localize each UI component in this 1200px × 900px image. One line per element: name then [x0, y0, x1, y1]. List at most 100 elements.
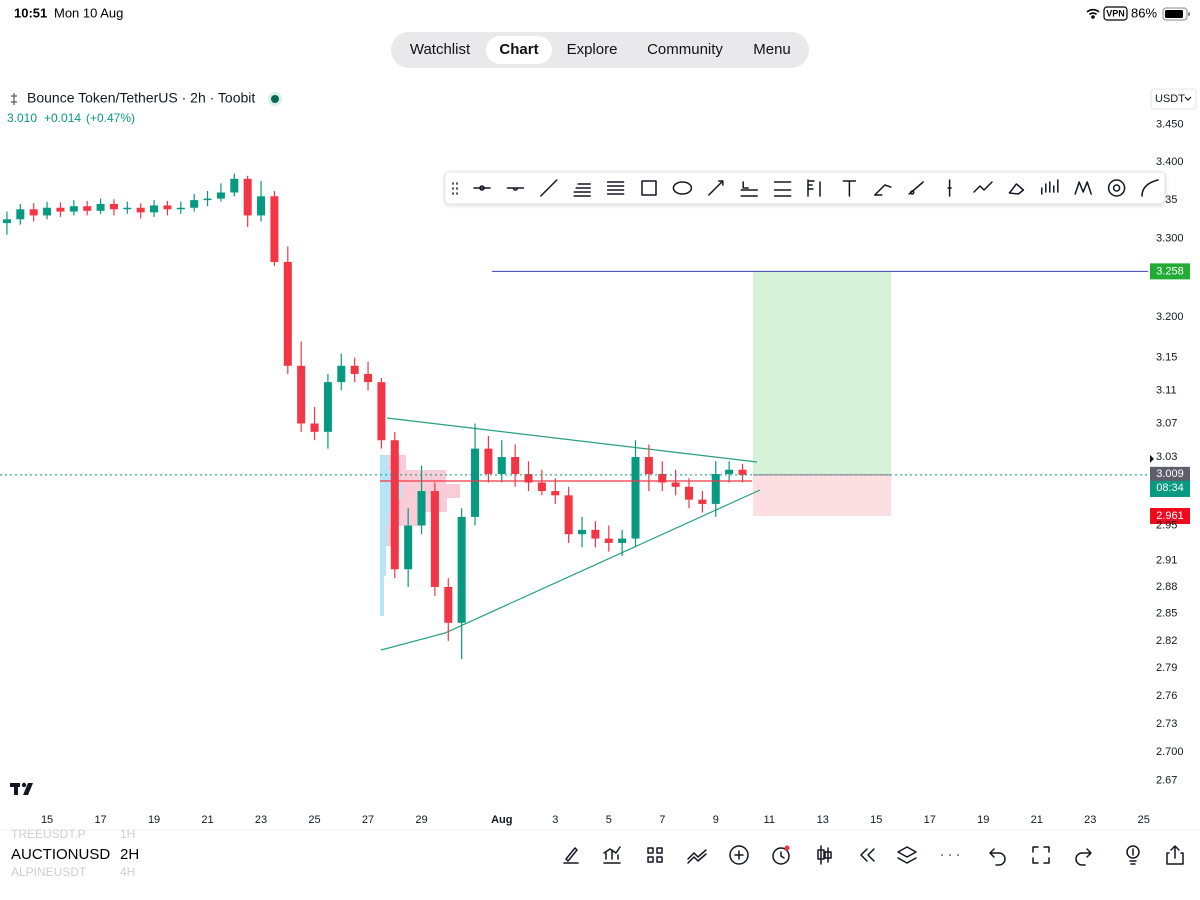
candle-body [457, 516, 466, 623]
candle-body [203, 198, 212, 201]
interval-item[interactable]: 1H [120, 827, 135, 841]
stop-label-bg [1150, 508, 1190, 525]
x-tick-label: 9 [713, 814, 719, 826]
candle-body [350, 365, 359, 374]
bottom-tool[interactable] [603, 846, 621, 864]
interval-item[interactable]: 4H [120, 865, 135, 879]
drawing-tool[interactable] [773, 181, 792, 197]
nav-tab[interactable]: Watchlist [410, 41, 471, 58]
countdown-label: 08:34 [1156, 482, 1184, 494]
y-tick-label: 2.85 [1156, 608, 1177, 620]
y-tick-label: 2.91 [1156, 554, 1177, 566]
tv-logo [10, 782, 33, 795]
candle-body [43, 207, 52, 216]
drawing-tool[interactable] [606, 181, 625, 195]
drawing-tool[interactable] [672, 181, 693, 195]
candle-body [591, 529, 600, 539]
drawing-tool[interactable] [506, 187, 525, 191]
candle-body [323, 382, 332, 432]
position-zones [753, 271, 891, 517]
drawing-tool[interactable] [708, 180, 724, 196]
drawing-tool[interactable] [641, 180, 657, 196]
drawing-tool[interactable] [1074, 181, 1092, 195]
currency-select[interactable] [1150, 88, 1197, 110]
bottom-toolbar [563, 845, 1184, 866]
bottom-tool[interactable] [1126, 845, 1140, 865]
y-tick-label: 3.03 [1156, 451, 1177, 463]
drawing-tool[interactable] [842, 180, 857, 197]
candle-body [29, 209, 38, 216]
drawing-tool[interactable] [540, 179, 558, 197]
currency-label[interactable]: USDT [1155, 93, 1185, 105]
y-tick-label: 2.82 [1156, 635, 1177, 647]
nav-tab[interactable]: Chart [499, 41, 538, 58]
drawing-tool[interactable] [1141, 179, 1159, 197]
target-label: 3.258 [1156, 265, 1184, 277]
drawing-tool[interactable] [947, 179, 952, 197]
drawing-tool[interactable] [874, 184, 892, 196]
bottom-tool[interactable] [1166, 845, 1184, 865]
candle-body [123, 207, 132, 210]
x-tick-label: 13 [817, 814, 829, 826]
nav-tab[interactable]: Explore [567, 41, 618, 58]
nav-tab[interactable]: Menu [753, 41, 791, 58]
drawing-tool[interactable] [908, 181, 924, 195]
candle-body [56, 207, 65, 212]
y-tick-label: 2.73 [1156, 718, 1177, 730]
last-price-label: 3.009 [1156, 468, 1184, 480]
candle-body [551, 491, 560, 496]
x-tick-label: 19 [148, 814, 160, 826]
bottom-tool[interactable] [989, 848, 1006, 866]
target-label-bg [1150, 263, 1190, 280]
bottom-tool[interactable] [897, 846, 917, 864]
bottom-tool[interactable] [860, 848, 875, 862]
nav-tabs: Watchlist Chart Explore Community Menu [410, 36, 791, 64]
bottom-tool[interactable] [1032, 846, 1050, 864]
status-date: Mon 10 Aug [54, 5, 123, 20]
bottom-tool[interactable] [1075, 848, 1092, 866]
candle-body [511, 457, 520, 474]
symbol-item[interactable]: ALPINEUSDT [11, 865, 87, 879]
drawing-tool[interactable] [1041, 179, 1059, 195]
bottom-tool[interactable] [817, 845, 832, 865]
battery-percent: 86% [1131, 5, 1157, 20]
drawing-tool[interactable] [573, 183, 591, 197]
y-tick-label: 2.95 [1156, 519, 1177, 531]
bottom-tool[interactable] [687, 849, 707, 864]
candle-body [337, 365, 346, 383]
candle-body [631, 457, 640, 539]
price-change-pct: (+0.47%) [86, 111, 135, 125]
interval-item[interactable]: 2H [120, 846, 139, 863]
x-tick-label: 19 [977, 814, 989, 826]
bottom-tool[interactable] [772, 847, 790, 865]
profit-zone [753, 271, 891, 475]
candle-body [644, 457, 653, 474]
candle-body [725, 469, 734, 474]
drawing-tool[interactable] [473, 185, 491, 191]
bottom-tool[interactable] [647, 847, 663, 863]
x-tick-label: 23 [1084, 814, 1096, 826]
x-tick-label: 17 [94, 814, 106, 826]
y-tick-label: 2.700 [1156, 746, 1184, 758]
countdown-bg [1150, 480, 1190, 497]
drawing-tool[interactable] [1107, 179, 1126, 197]
candle-body [230, 178, 239, 193]
symbol-name[interactable]: Bounce Token/TetherUS · 2h · Toobit [27, 90, 255, 106]
bottom-tool[interactable] [729, 845, 749, 865]
x-tick-label: 3 [552, 814, 558, 826]
candle-body [417, 491, 426, 526]
x-tick-label: 11 [764, 814, 775, 826]
drawing-tool[interactable] [1008, 183, 1025, 195]
drawing-tool[interactable] [807, 179, 821, 197]
x-tick-label: 23 [255, 814, 267, 826]
nav-tab[interactable]: Community [647, 41, 723, 58]
symbol-item[interactable]: AUCTIONUSD [11, 846, 110, 863]
bottom-tool[interactable] [563, 847, 579, 864]
candle-body [537, 482, 546, 492]
drawing-tool[interactable] [740, 181, 758, 197]
drawing-tool[interactable] [973, 181, 993, 193]
currency-chevron [1184, 96, 1192, 101]
symbol-item[interactable]: TREEUSDT.P [11, 827, 86, 841]
symbol-list: TREEUSDT.P 1H AUCTIONUSD 2H ALPINEUSDT 4H [11, 827, 139, 879]
